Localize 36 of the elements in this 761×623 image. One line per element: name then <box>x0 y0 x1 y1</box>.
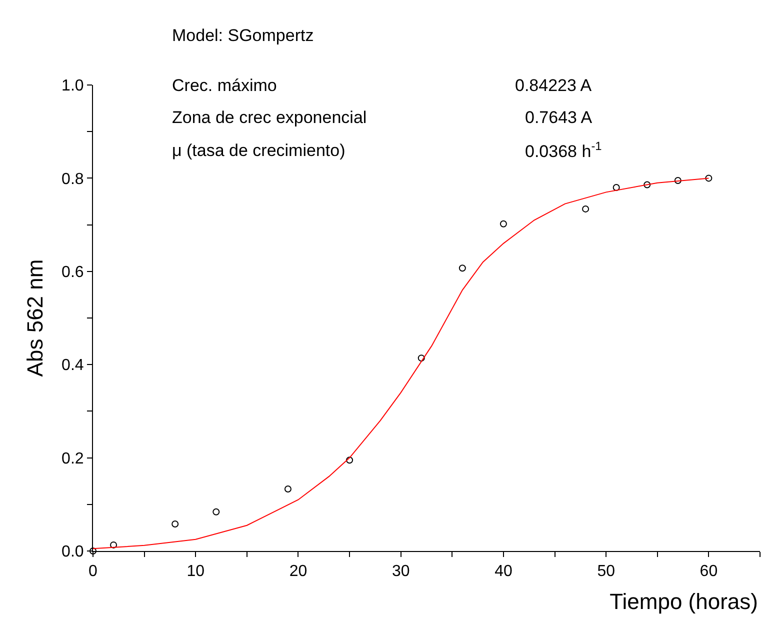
point <box>346 456 354 464</box>
point <box>674 177 682 184</box>
point <box>90 548 96 554</box>
point <box>644 181 651 188</box>
x-tick-label: 50 <box>597 563 616 580</box>
point <box>212 508 220 516</box>
point <box>418 354 425 362</box>
y-tick-label: 0.2 <box>62 450 84 468</box>
point <box>458 264 466 272</box>
annotation: 0.7643 A <box>525 108 593 127</box>
x-axis-title: Tiempo (horas) <box>610 589 758 614</box>
point <box>612 184 620 192</box>
y-tick-label: 0.0 <box>62 544 84 561</box>
x-tick-label: 40 <box>494 563 512 580</box>
text: Model: SGompertz <box>172 26 314 45</box>
x-tick-label: 30 <box>392 563 410 580</box>
point <box>500 220 507 228</box>
x-tick-label: 60 <box>700 563 718 580</box>
y-axis-title: Abs 562 nm <box>22 259 48 377</box>
y-tick-label: 0.8 <box>62 170 84 188</box>
y-tick-label: 0.4 <box>62 357 84 374</box>
x-tick-label: 0 <box>88 563 98 580</box>
annotation: Zona de crec exponencial <box>172 108 367 127</box>
x-tick-label: 10 <box>186 563 205 580</box>
annotation: Crec. máximo <box>172 76 277 95</box>
point <box>172 520 179 528</box>
point <box>705 174 712 182</box>
point <box>582 205 590 212</box>
point <box>284 486 292 493</box>
y-tick-label: 0.6 <box>62 264 84 281</box>
annotation: μ (tasa de crecimiento) <box>172 141 346 160</box>
annotation: 0.84223 A <box>515 76 592 95</box>
point <box>110 541 118 548</box>
y-tick-label: 1.0 <box>62 78 84 95</box>
x-tick-label: 20 <box>289 563 308 580</box>
annotation: 0.0368 h$^{-1}$ <box>525 139 602 162</box>
